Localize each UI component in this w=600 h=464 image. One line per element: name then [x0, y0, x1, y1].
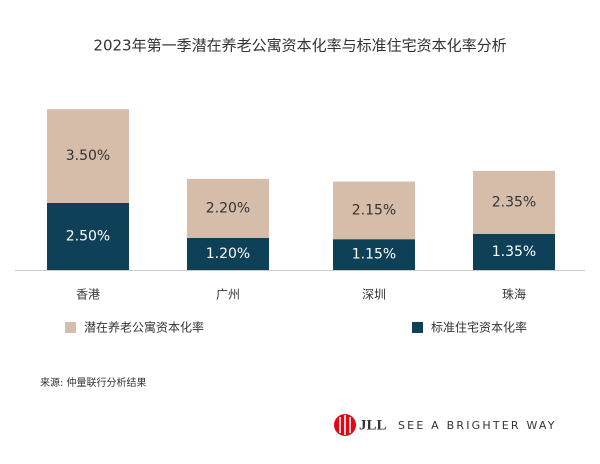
value-label: 2.35% [492, 194, 536, 210]
value-label: 1.15% [352, 247, 396, 263]
legend-swatch [65, 322, 76, 333]
bar-segment [187, 178, 269, 238]
value-label: 1.20% [206, 246, 250, 262]
chart-title: 2023年第一季潜在养老公寓资本化率与标准住宅资本化率分析 [93, 37, 506, 55]
bar-segment [333, 239, 415, 270]
bar-segment [473, 170, 555, 234]
logo-text: JLL [359, 417, 387, 433]
x-tick-label: 深圳 [362, 288, 386, 302]
value-label: 3.50% [66, 148, 110, 164]
x-tick-label: 香港 [76, 288, 100, 302]
x-tick-label: 广州 [216, 288, 240, 302]
value-label: 1.35% [492, 244, 536, 260]
bar-segment [187, 237, 269, 270]
bar-segment [47, 203, 129, 270]
bar-segment [47, 109, 129, 203]
bar-segment [333, 181, 415, 240]
bar-segment [473, 233, 555, 270]
x-tick-label: 珠海 [502, 287, 526, 302]
tagline: SEE A BRIGHTER WAY [398, 419, 557, 432]
legend-label: 标准住宅资本化率 [431, 320, 527, 335]
value-label: 2.15% [352, 202, 396, 218]
value-label: 2.50% [66, 229, 110, 245]
legend-label: 潜在养老公寓资本化率 [84, 320, 204, 335]
source: 来源: 仲量联行分析结果 [40, 376, 147, 389]
legend-swatch [412, 322, 423, 333]
logo-icon [334, 414, 356, 436]
value-label: 2.20% [206, 200, 250, 216]
